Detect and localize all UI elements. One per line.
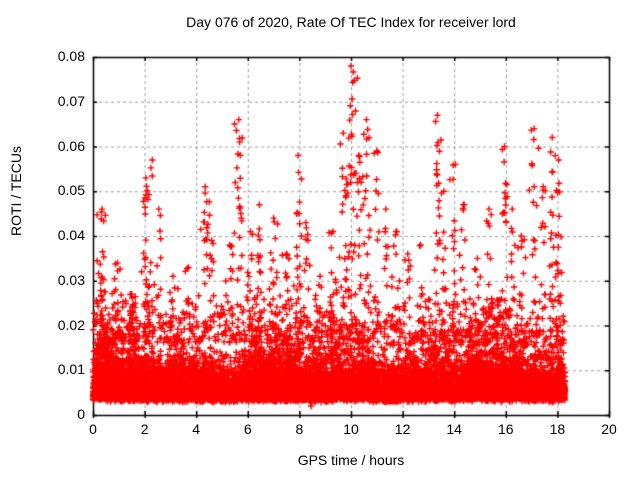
y-tick-label: 0.04 <box>57 227 85 243</box>
x-tick-label: 16 <box>498 421 514 437</box>
x-tick-label: 6 <box>243 421 252 437</box>
x-tick-label: 18 <box>549 421 566 437</box>
x-tick-label: 14 <box>446 421 462 437</box>
x-axis-label: GPS time / hours <box>297 452 405 468</box>
chart-title: Day 076 of 2020, Rate Of TEC Index for r… <box>186 14 516 30</box>
y-tick-label: 0.03 <box>57 271 85 288</box>
x-tick-label: 2 <box>140 421 149 437</box>
x-tick-label: 4 <box>192 421 201 437</box>
x-tick-label: 12 <box>394 421 411 437</box>
y-tick-label: 0.08 <box>57 48 85 64</box>
y-tick-label: 0.07 <box>57 92 85 109</box>
x-tick-label: 0 <box>89 421 97 437</box>
y-tick-label: 0.01 <box>57 361 85 378</box>
y-tick-label: 0 <box>77 406 85 422</box>
x-tick-label: 8 <box>295 421 304 437</box>
y-tick-label: 0.05 <box>57 182 85 199</box>
x-tick-label: 10 <box>343 421 359 437</box>
x-tick-label: 20 <box>601 421 617 437</box>
y-tick-label: 0.02 <box>57 316 85 333</box>
y-tick-label: 0.06 <box>57 137 85 154</box>
